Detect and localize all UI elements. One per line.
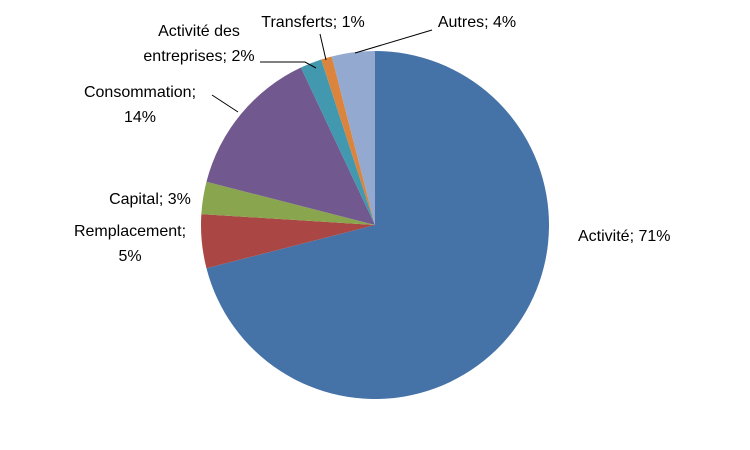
- leader-line-activite-des-entreprises: [260, 61, 317, 69]
- pie-label-capital: Capital; 3%: [109, 191, 191, 208]
- pie-label-activite: Activité; 71%: [578, 228, 670, 245]
- pie-label-activite-des-entreprises: Activité des entreprises; 2%: [143, 23, 254, 65]
- pie-slice-activite-des-entreprises: [300, 59, 375, 225]
- pie-slice-remplacement: [200, 214, 375, 269]
- leader-lines: [211, 29, 433, 113]
- pie-slice-consommation: [206, 67, 375, 225]
- pie-labels: Activité; 71% Remplacement; 5% Capital; 3% C…: [74, 14, 671, 265]
- leader-line-consommation: [211, 94, 239, 113]
- pie-label-consommation: Consommation; 14%: [84, 84, 196, 126]
- pie-slice-activite: [206, 51, 550, 399]
- pie-label-transferts: Transferts; 1%: [261, 14, 364, 31]
- pie-label-autres: Autres; 4%: [438, 14, 516, 31]
- leader-line-transferts: [319, 33, 327, 61]
- pie-slice-capital: [201, 181, 375, 225]
- pie-label-remplacement: Remplacement; 5%: [74, 223, 186, 265]
- pie-slice-autres: [331, 51, 375, 225]
- pie-slice-transferts: [321, 56, 375, 225]
- pie-slices: [200, 51, 550, 399]
- leader-line-autres: [354, 29, 433, 54]
